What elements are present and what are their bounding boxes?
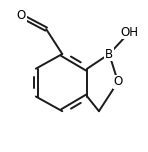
Text: O: O [17, 9, 26, 22]
Text: B: B [105, 48, 113, 60]
Text: OH: OH [121, 26, 139, 38]
Text: O: O [113, 75, 123, 88]
